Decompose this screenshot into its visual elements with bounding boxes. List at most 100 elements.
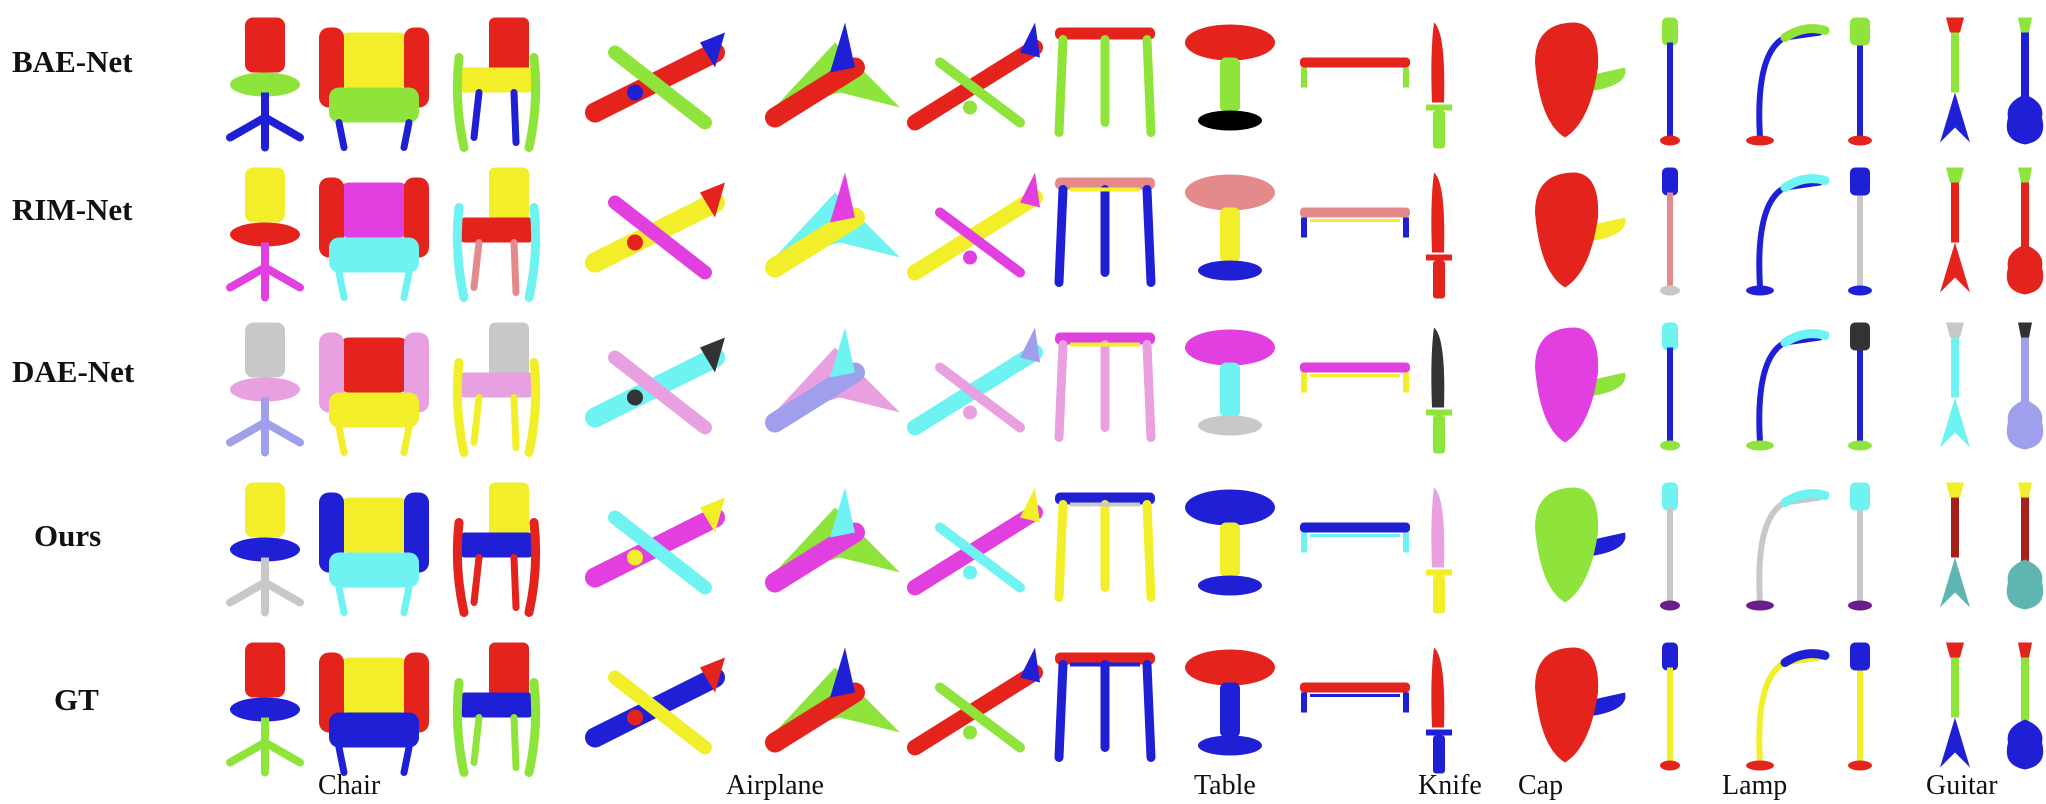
shape-render-table-square [1054, 492, 1156, 602]
shape-thumbnail-lamp-stand [1840, 635, 1890, 785]
shape-render-table-pedestal [1185, 174, 1275, 281]
shape-render-table-square [1054, 177, 1156, 287]
shape-render-chair-armrest [452, 167, 541, 302]
shape-render-knife [1426, 172, 1452, 299]
shape-thumbnail-lamp-arc [1740, 475, 1840, 625]
shape-thumbnail-airplane-prop [585, 475, 745, 625]
shape-thumbnail-table-pedestal [1175, 315, 1295, 465]
row-label-rim-net: RIM-Net [12, 192, 133, 227]
shape-thumbnail-table-square [1045, 635, 1175, 785]
shape-render-table-pedestal [1185, 649, 1275, 756]
shape-render-airplane-jet [765, 647, 900, 753]
shape-thumbnail-guitar-classic [2000, 475, 2046, 625]
shape-thumbnail-lamp-stand [1840, 10, 1890, 160]
shape-render-guitar-classic [2006, 642, 2044, 770]
shape-thumbnail-table-pedestal [1175, 635, 1295, 785]
shape-render-table-pedestal [1185, 24, 1275, 131]
shape-thumbnail-chair-armrest [444, 475, 554, 625]
shape-render-knife [1426, 327, 1452, 454]
shape-thumbnail-knife [1420, 10, 1470, 160]
shape-thumbnail-airplane-jet [760, 160, 920, 310]
shape-thumbnail-lamp-arc [1740, 635, 1840, 785]
row-label-ours: Ours [34, 518, 102, 553]
shape-thumbnail-chair-armrest [444, 160, 554, 310]
shape-thumbnail-lamp-stand [1840, 160, 1890, 310]
shape-render-table-square [1054, 332, 1156, 442]
shape-thumbnail-chair-office [210, 475, 304, 625]
shape-thumbnail-chair-armchair [314, 10, 434, 160]
shape-render-airplane-prop [585, 657, 725, 755]
shape-thumbnail-lamp-floor [1650, 160, 1700, 310]
shape-render-chair-armchair [319, 27, 429, 151]
shape-render-table-bench [1300, 362, 1410, 393]
row-label-bae-net: BAE-Net [12, 44, 133, 79]
shape-thumbnail-table-square [1045, 10, 1175, 160]
shape-thumbnail-airplane-airliner [900, 315, 1060, 465]
shape-render-airplane-jet [765, 327, 900, 433]
shape-thumbnail-lamp-arc [1740, 10, 1840, 160]
shape-thumbnail-guitar-flying-v [1930, 315, 1990, 465]
shape-thumbnail-cap [1520, 315, 1640, 465]
shape-thumbnail-airplane-airliner [900, 10, 1060, 160]
shape-render-cap [1535, 647, 1626, 763]
shape-thumbnail-knife [1420, 635, 1470, 785]
shape-render-chair-office [226, 642, 304, 777]
shape-thumbnail-chair-armchair [314, 160, 434, 310]
shape-render-guitar-flying-v [1940, 167, 1970, 293]
shape-render-lamp-floor [1660, 642, 1680, 771]
shape-render-guitar-flying-v [1940, 322, 1970, 448]
shape-render-lamp-floor [1660, 167, 1680, 296]
category-label-chair: Chair [318, 770, 381, 801]
shape-render-lamp-floor [1660, 322, 1680, 451]
shape-render-table-pedestal [1185, 489, 1275, 596]
shape-render-guitar-flying-v [1940, 642, 1970, 768]
shape-render-chair-armchair [319, 652, 429, 776]
shape-render-lamp-arc [1746, 489, 1830, 611]
shape-render-table-square [1054, 652, 1156, 762]
shape-thumbnail-guitar-flying-v [1930, 10, 1990, 160]
category-label-cap: Cap [1518, 770, 1564, 801]
shape-render-lamp-stand [1848, 322, 1872, 451]
shape-render-lamp-stand [1848, 642, 1872, 771]
shape-thumbnail-lamp-floor [1650, 315, 1700, 465]
shape-render-cap [1535, 22, 1626, 138]
shape-render-guitar-classic [2006, 322, 2044, 450]
shape-thumbnail-airplane-airliner [900, 635, 1060, 785]
shape-thumbnail-chair-office [210, 10, 304, 160]
shape-thumbnail-lamp-arc [1740, 160, 1840, 310]
shape-render-airplane-jet [765, 172, 900, 278]
shape-thumbnail-table-bench [1290, 315, 1430, 465]
shape-thumbnail-cap [1520, 160, 1640, 310]
shape-thumbnail-table-bench [1290, 160, 1430, 310]
shape-render-lamp-stand [1848, 17, 1872, 146]
row-label-dae-net: DAE-Net [12, 354, 135, 389]
shape-render-guitar-classic [2006, 482, 2044, 610]
category-label-knife: Knife [1418, 770, 1482, 801]
shape-render-lamp-arc [1746, 174, 1830, 296]
shape-thumbnail-guitar-classic [2000, 315, 2046, 465]
shape-render-airplane-airliner [907, 327, 1043, 436]
shape-thumbnail-guitar-flying-v [1930, 635, 1990, 785]
shape-thumbnail-chair-office [210, 315, 304, 465]
shape-render-chair-office [226, 322, 304, 457]
shape-render-knife [1426, 647, 1452, 774]
shape-render-table-square [1054, 27, 1156, 137]
shape-render-airplane-airliner [907, 647, 1043, 756]
shape-render-lamp-stand [1848, 167, 1872, 296]
shape-render-airplane-jet [765, 22, 900, 128]
shape-render-cap [1535, 487, 1626, 603]
shape-render-table-pedestal [1185, 329, 1275, 436]
shape-render-airplane-airliner [907, 172, 1043, 281]
shape-thumbnail-chair-armrest [444, 635, 554, 785]
shape-thumbnail-table-pedestal [1175, 10, 1295, 160]
shape-render-airplane-jet [765, 487, 900, 593]
shape-render-lamp-arc [1746, 24, 1830, 146]
shape-thumbnail-knife [1420, 475, 1470, 625]
shape-thumbnail-chair-armchair [314, 475, 434, 625]
shape-render-airplane-prop [585, 337, 725, 435]
shape-thumbnail-chair-armchair [314, 315, 434, 465]
shape-render-table-bench [1300, 522, 1410, 553]
row-label-gt: GT [54, 682, 99, 717]
shape-thumbnail-table-pedestal [1175, 160, 1295, 310]
shape-render-airplane-prop [585, 32, 725, 130]
